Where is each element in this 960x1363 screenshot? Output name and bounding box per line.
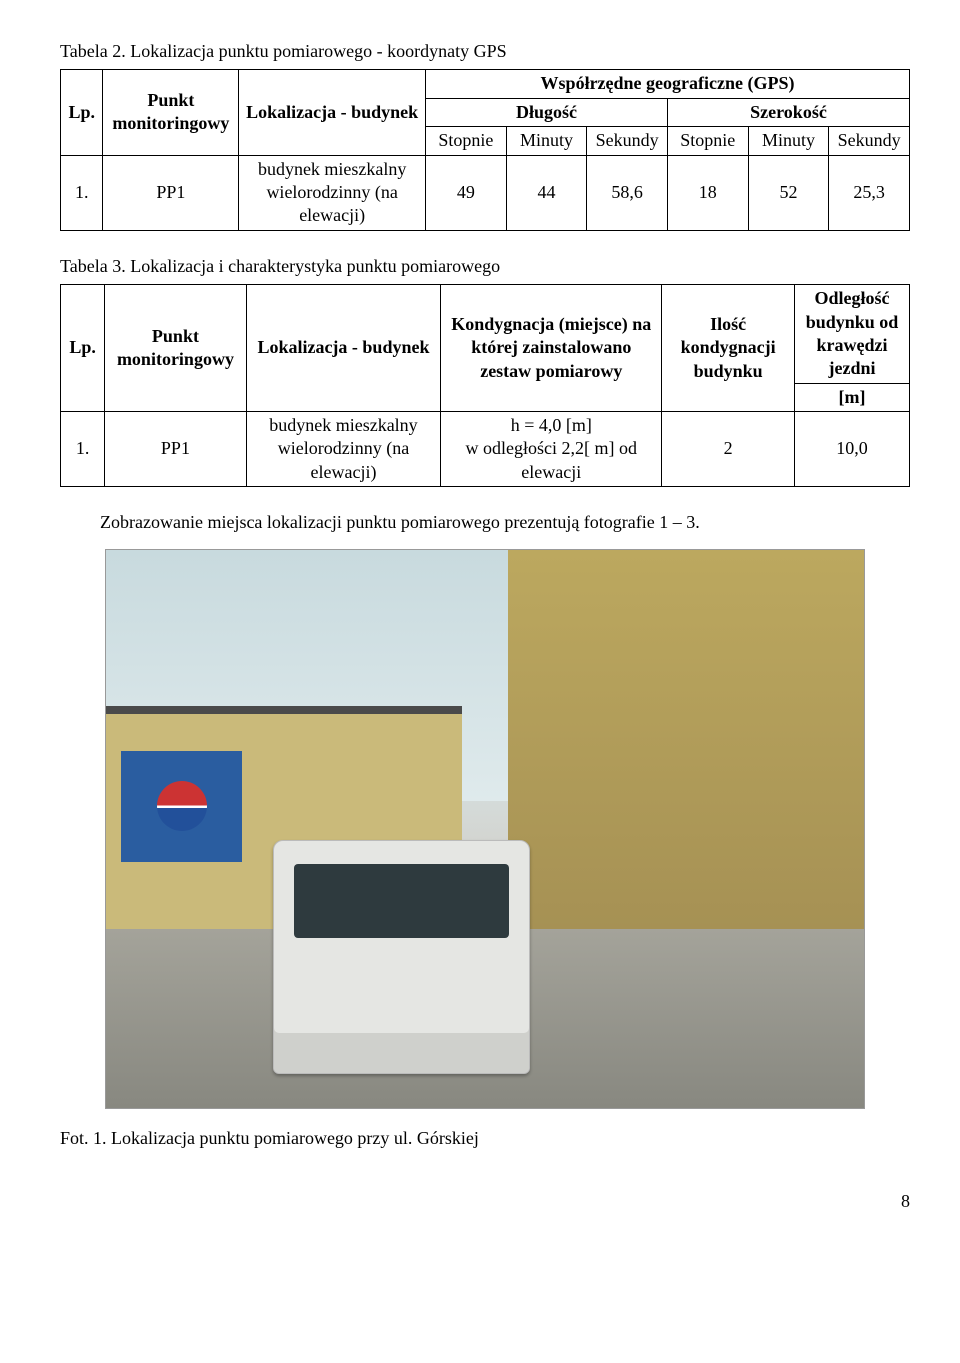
photo-pepsi-ad [121, 751, 242, 863]
t2-r-s-st: 18 [667, 155, 748, 230]
table2-caption: Tabela 2. Lokalizacja punktu pomiarowego… [60, 40, 910, 63]
t3-h-lokal: Lokalizacja - budynek [246, 285, 441, 412]
t2-h-szerokosc: Szerokość [667, 98, 909, 126]
t3-h-kondy: Kondygnacja (miejsce) na której zainstal… [441, 285, 662, 412]
t3-r-odl: 10,0 [794, 412, 909, 487]
t2-h-lp: Lp. [61, 70, 103, 155]
t2-r-s-sek: 25,3 [829, 155, 910, 230]
t2-r-lp: 1. [61, 155, 103, 230]
t2-r-d-st: 49 [426, 155, 507, 230]
table3: Lp. Punkt monitoringowy Lokalizacja - bu… [60, 284, 910, 487]
t3-r-ilosc: 2 [662, 412, 795, 487]
t3-r-punkt: PP1 [105, 412, 246, 487]
photo-figure [60, 549, 910, 1109]
t2-h-sek1: Sekundy [587, 127, 668, 155]
t3-h-punkt: Punkt monitoringowy [105, 285, 246, 412]
t3-r-lokal: budynek mieszkalny wielorodzinny (na ele… [246, 412, 441, 487]
t3-h-odl-unit: [m] [794, 383, 909, 411]
t2-h-lokal: Lokalizacja - budynek [239, 70, 426, 155]
table-row: 1. PP1 budynek mieszkalny wielorodzinny … [61, 412, 910, 487]
t2-h-st1: Stopnie [426, 127, 507, 155]
t3-h-odl: Odległość budynku od krawędzi jezdni [794, 285, 909, 384]
paragraph-intro: Zobrazowanie miejsca lokalizacji punktu … [60, 511, 910, 534]
t2-h-dlugosc: Długość [426, 98, 668, 126]
t2-h-punkt: Punkt monitoringowy [103, 70, 239, 155]
t2-r-punkt: PP1 [103, 155, 239, 230]
t2-h-min2: Minuty [748, 127, 829, 155]
table-row: 1. PP1 budynek mieszkalny wielorodzinny … [61, 155, 910, 230]
table3-caption: Tabela 3. Lokalizacja i charakterystyka … [60, 255, 910, 278]
t2-r-s-min: 52 [748, 155, 829, 230]
t2-h-min1: Minuty [506, 127, 587, 155]
t3-r-lp: 1. [61, 412, 105, 487]
table2: Lp. Punkt monitoringowy Lokalizacja - bu… [60, 69, 910, 230]
t2-h-sek2: Sekundy [829, 127, 910, 155]
t2-r-d-min: 44 [506, 155, 587, 230]
t3-r-kondy: h = 4,0 [m] w odległości 2,2[ m] od elew… [441, 412, 662, 487]
t2-r-d-sek: 58,6 [587, 155, 668, 230]
t2-h-st2: Stopnie [667, 127, 748, 155]
t2-h-gps: Współrzędne geograficzne (GPS) [426, 70, 910, 98]
t2-r-lokal: budynek mieszkalny wielorodzinny (na ele… [239, 155, 426, 230]
t3-h-ilosc: Ilość kondygnacji budynku [662, 285, 795, 412]
t3-h-lp: Lp. [61, 285, 105, 412]
photo-van [273, 840, 531, 1074]
page-number: 8 [60, 1190, 910, 1213]
photo-image [105, 549, 865, 1109]
photo-caption: Fot. 1. Lokalizacja punktu pomiarowego p… [60, 1127, 910, 1150]
